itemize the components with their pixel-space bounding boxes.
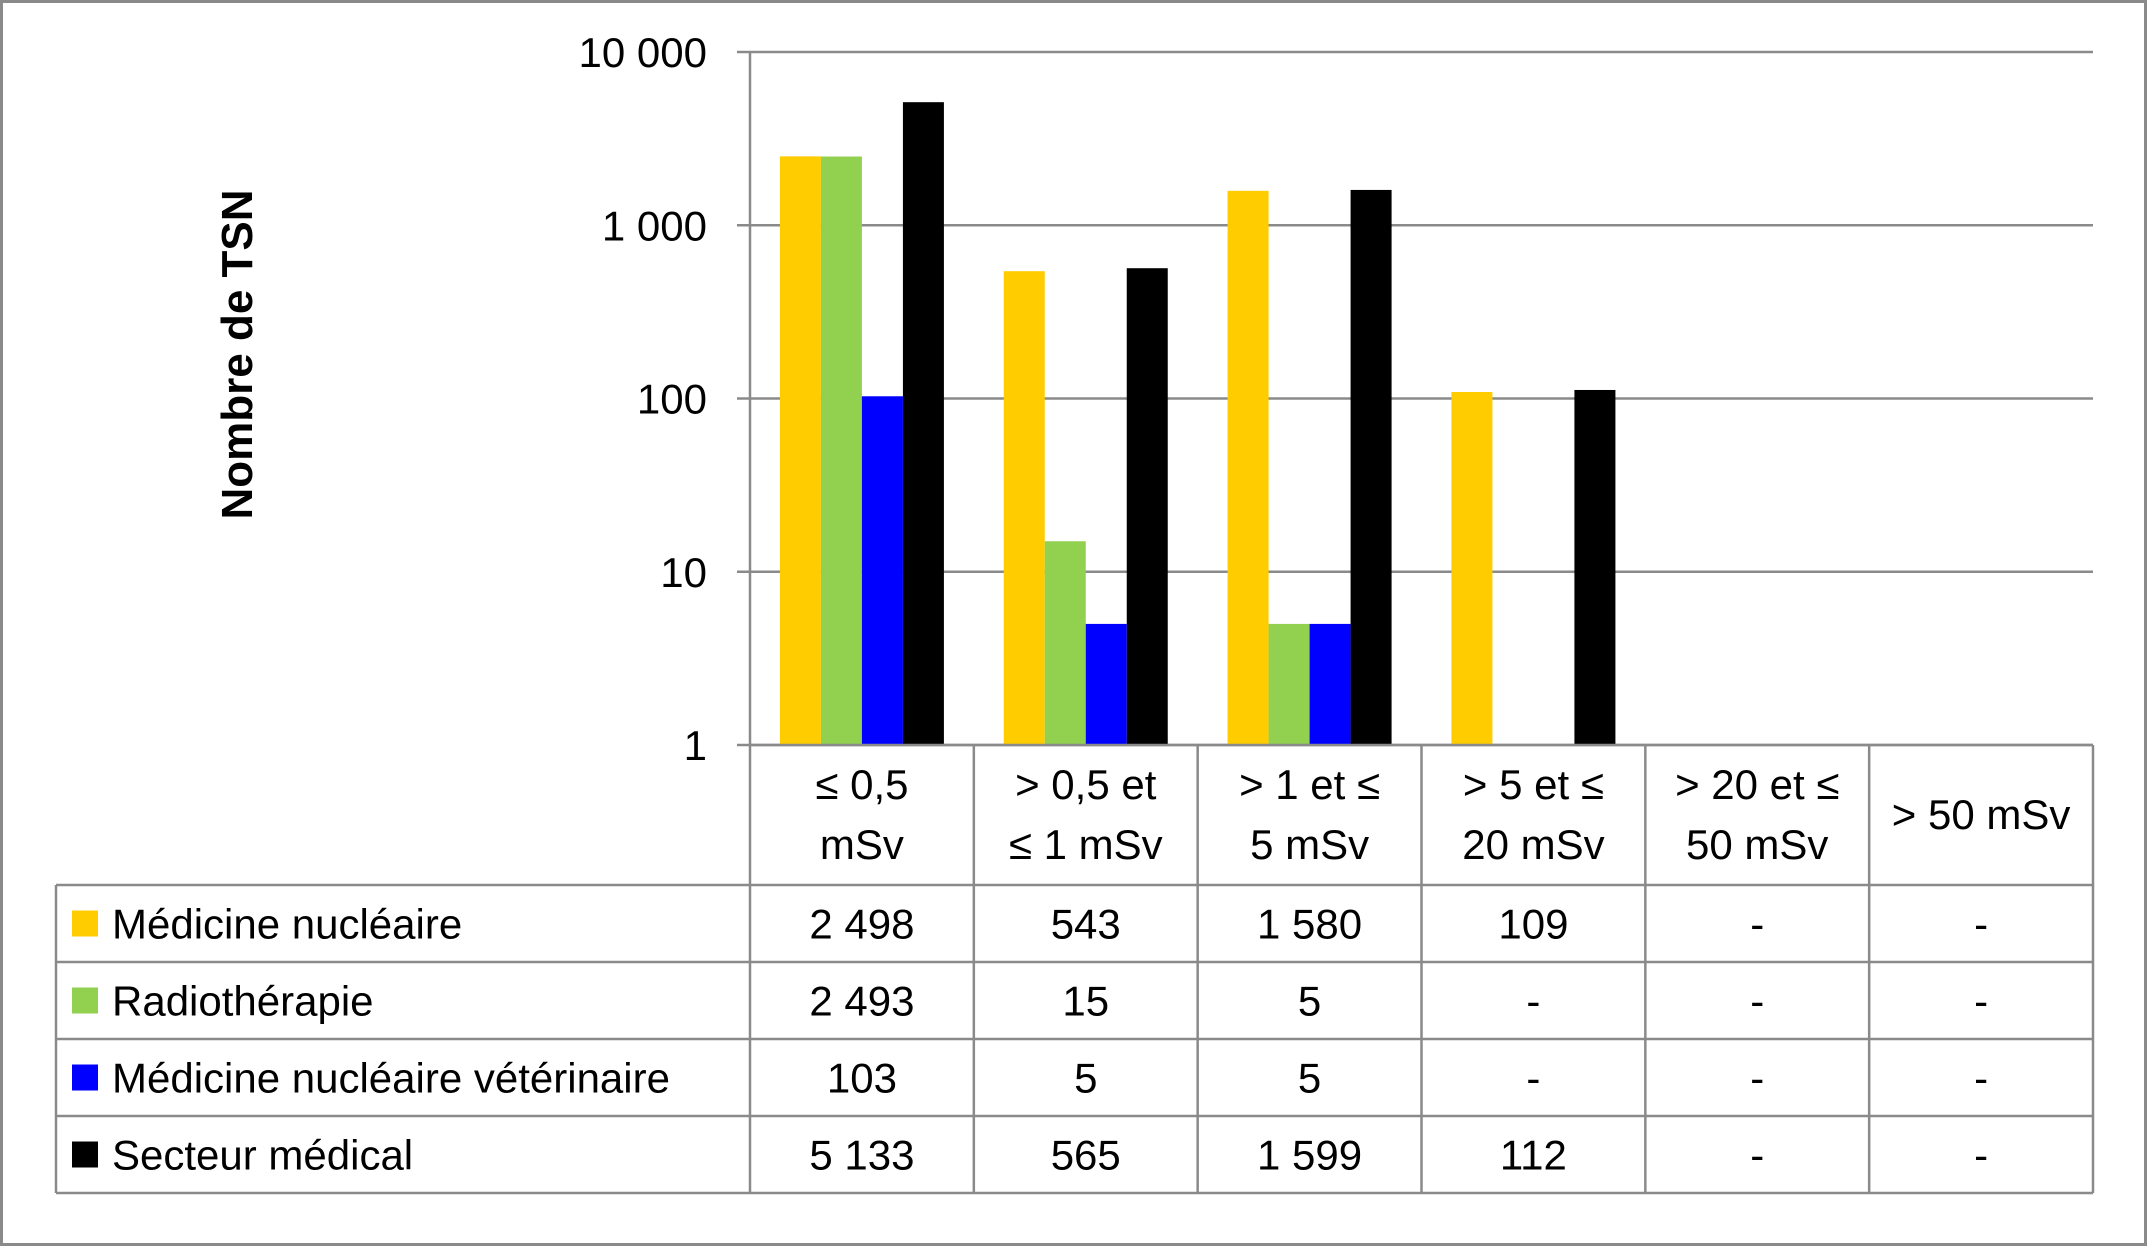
category-label: 50 mSv — [1686, 821, 1828, 868]
table-cell: - — [1526, 1055, 1540, 1102]
table-cell: - — [1974, 978, 1988, 1025]
table-cell: - — [1750, 1132, 1764, 1179]
table-cell: 2 498 — [809, 901, 914, 948]
bar-2-2 — [1044, 541, 1086, 745]
y-axis-ticks: 1 10 100 1 000 10 000 — [579, 29, 707, 769]
category-label: 20 mSv — [1462, 821, 1604, 868]
table-cell: 565 — [1051, 1132, 1121, 1179]
table-cell: - — [1974, 1055, 1988, 1102]
bars — [779, 102, 1616, 746]
table-cell: 5 — [1074, 1055, 1097, 1102]
y-axis-title: Nombre de TSN — [213, 189, 262, 519]
bar-1-4 — [1451, 392, 1493, 745]
data-table: ≤ 0,5 mSv > 0,5 et ≤ 1 mSv > 1 et ≤ 5 mSv > 5 … — [54, 743, 2095, 1195]
table-cell: - — [1750, 901, 1764, 948]
category-label: > 1 et ≤ — [1239, 761, 1380, 808]
table-cell: - — [1750, 1055, 1764, 1102]
table-cell: 112 — [1500, 1132, 1567, 1179]
category-label: > 5 et ≤ — [1463, 761, 1604, 808]
bar-2-3 — [1268, 623, 1310, 745]
table-cell: - — [1750, 978, 1764, 1025]
category-label: > 50 mSv — [1892, 791, 2071, 838]
legend-label-4: Secteur médical — [112, 1132, 413, 1179]
legend-swatch-3 — [72, 1064, 98, 1091]
table-cell: 1 599 — [1257, 1132, 1362, 1179]
bar-4-4 — [1574, 389, 1616, 745]
y-tick-label: 10 — [660, 549, 707, 596]
y-tick-label: 1 — [684, 722, 707, 769]
bar-4-2 — [1126, 268, 1168, 745]
category-label: > 20 et ≤ — [1675, 761, 1839, 808]
category-label: 5 mSv — [1250, 821, 1369, 868]
y-tick-label: 10 000 — [579, 29, 707, 76]
table-cell: 1 580 — [1257, 901, 1362, 948]
category-label: mSv — [820, 821, 904, 868]
bar-1-1 — [779, 156, 821, 745]
table-cell: 543 — [1051, 901, 1121, 948]
y-axis-title-group: Nombre de TSN — [213, 189, 262, 519]
table-cell: 5 — [1298, 978, 1321, 1025]
table-cell: 15 — [1062, 978, 1109, 1025]
category-label: ≤ 1 mSv — [1009, 821, 1163, 868]
legend-label-1: Médicine nucléaire — [112, 901, 462, 948]
legend-label-2: Radiothérapie — [112, 978, 374, 1025]
legend-swatch-2 — [72, 987, 98, 1014]
legend-swatch-1 — [72, 910, 98, 937]
category-label: ≤ 0,5 — [815, 761, 908, 808]
bar-1-2 — [1003, 271, 1045, 745]
bar-4-3 — [1350, 189, 1392, 746]
table-cell: - — [1526, 978, 1540, 1025]
table-cell: 2 493 — [809, 978, 914, 1025]
table-cell: - — [1974, 901, 1988, 948]
table-cell: 109 — [1498, 901, 1568, 948]
table-cell: 5 — [1298, 1055, 1321, 1102]
table-cell: 103 — [827, 1055, 897, 1102]
bar-1-3 — [1227, 190, 1269, 746]
legend-label-3: Médicine nucléaire vétérinaire — [112, 1055, 670, 1102]
y-tick-label: 1 000 — [602, 202, 707, 249]
bar-3-2 — [1085, 623, 1127, 745]
legend-swatch-4 — [72, 1141, 98, 1168]
category-label: > 0,5 et — [1015, 761, 1157, 808]
bar-3-1 — [861, 396, 903, 745]
bar-2-1 — [820, 156, 862, 745]
table-cell: 5 133 — [809, 1132, 914, 1179]
table-cell: - — [1974, 1132, 1988, 1179]
y-tick-label: 100 — [637, 376, 707, 423]
bar-4-1 — [902, 102, 944, 746]
bar-3-3 — [1309, 623, 1351, 745]
